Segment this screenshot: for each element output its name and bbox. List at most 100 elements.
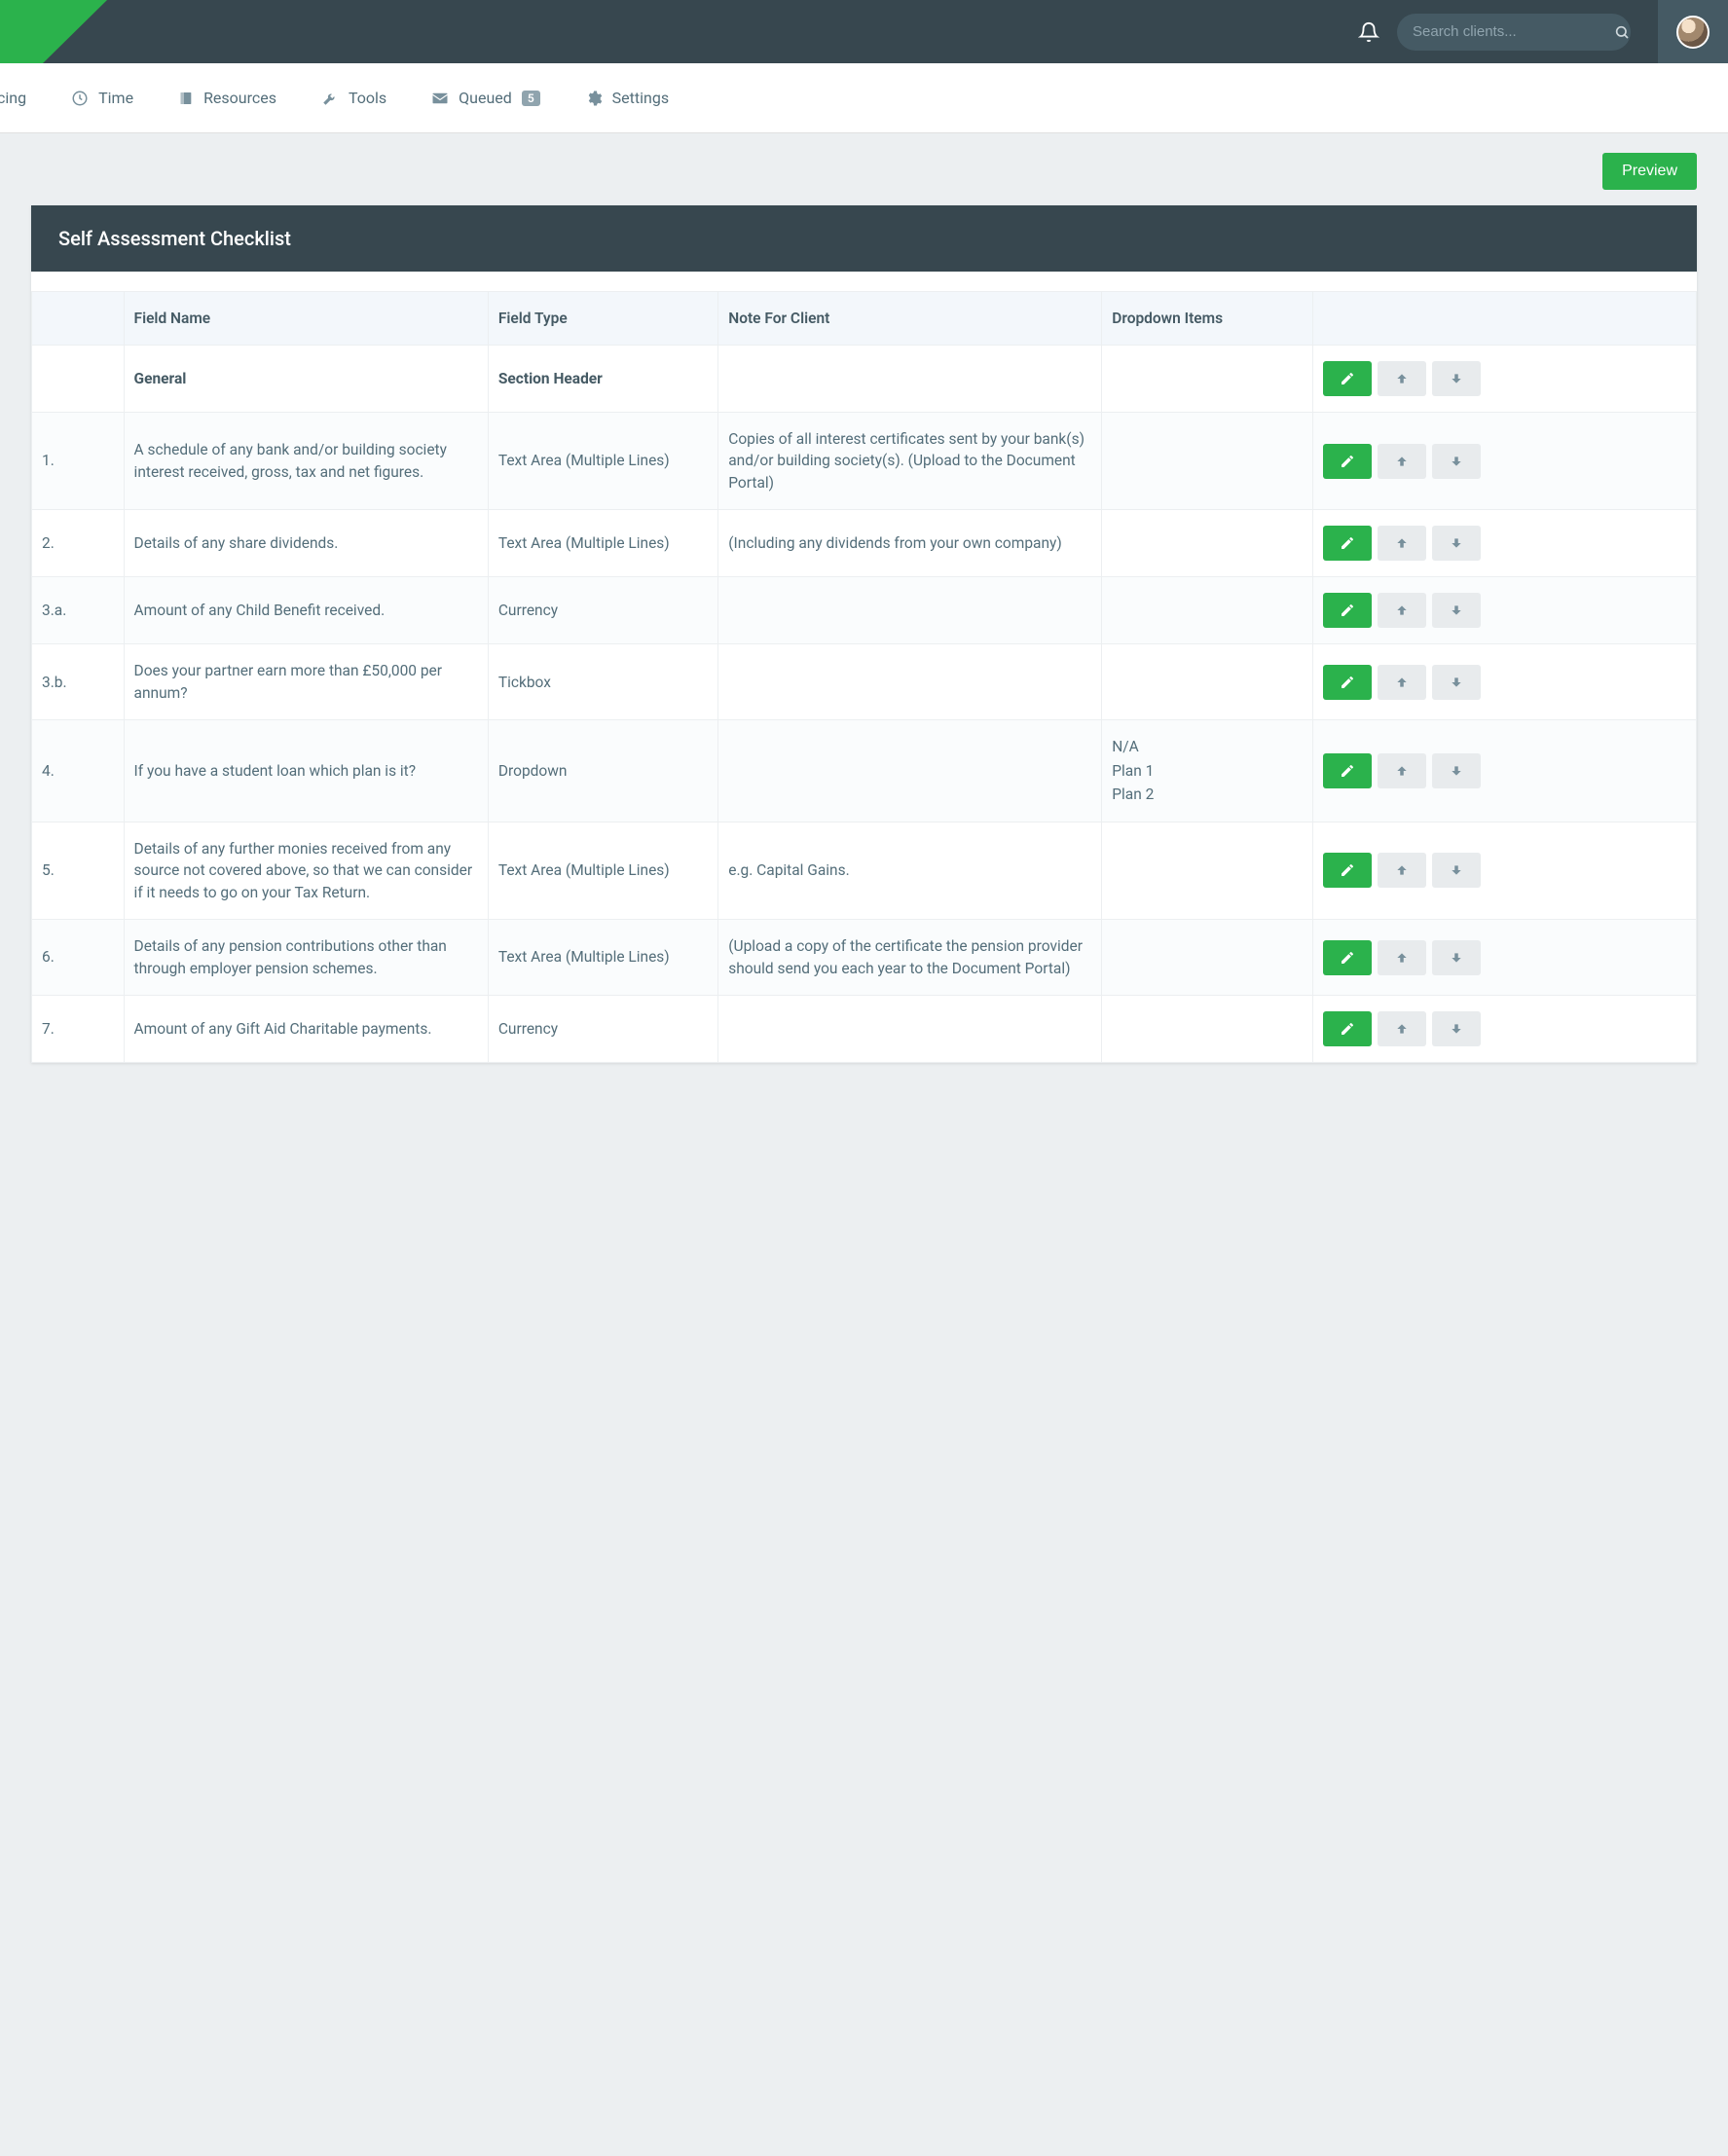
move-up-button[interactable]	[1378, 940, 1426, 975]
nav-item-resources[interactable]: Resources	[178, 89, 276, 107]
row-actions	[1312, 413, 1696, 510]
col-header: Note For Client	[718, 292, 1102, 346]
nav-item-time[interactable]: Time	[71, 89, 133, 107]
col-header: Field Name	[124, 292, 488, 346]
pencil-icon	[1340, 603, 1355, 618]
table-row: GeneralSection Header	[32, 346, 1697, 413]
nav-label: oicing	[0, 89, 26, 107]
field-type: Currency	[488, 996, 717, 1063]
move-down-button[interactable]	[1432, 444, 1481, 479]
edit-button[interactable]	[1323, 853, 1372, 888]
col-header	[1312, 292, 1696, 346]
nav-item-invoicing[interactable]: oicing	[0, 89, 26, 107]
arrow-down-icon	[1450, 603, 1463, 617]
row-actions	[1312, 510, 1696, 577]
dropdown-items: N/APlan 1Plan 2	[1102, 720, 1313, 822]
preview-row: Preview	[0, 153, 1728, 205]
edit-button[interactable]	[1323, 1011, 1372, 1046]
move-down-button[interactable]	[1432, 593, 1481, 628]
field-name: Amount of any Gift Aid Charitable paymen…	[124, 996, 488, 1063]
move-up-button[interactable]	[1378, 361, 1426, 396]
dropdown-items	[1102, 996, 1313, 1063]
nav-label: Queued	[459, 89, 512, 107]
checklist-panel: Self Assessment Checklist Field Name Fie…	[31, 205, 1697, 1063]
field-type: Text Area (Multiple Lines)	[488, 920, 717, 996]
table-row: 3.a.Amount of any Child Benefit received…	[32, 577, 1697, 644]
pencil-icon	[1340, 371, 1355, 386]
arrow-down-icon	[1450, 951, 1463, 965]
move-up-button[interactable]	[1378, 665, 1426, 700]
search-input[interactable]	[1413, 23, 1606, 40]
row-number: 2.	[32, 510, 125, 577]
move-up-button[interactable]	[1378, 444, 1426, 479]
arrow-down-icon	[1450, 676, 1463, 689]
table-row: 3.b.Does your partner earn more than £50…	[32, 644, 1697, 720]
edit-button[interactable]	[1323, 361, 1372, 396]
field-name: A schedule of any bank and/or building s…	[124, 413, 488, 510]
arrow-up-icon	[1395, 455, 1409, 468]
edit-button[interactable]	[1323, 753, 1372, 788]
dropdown-items	[1102, 577, 1313, 644]
row-number: 5.	[32, 822, 125, 919]
arrow-up-icon	[1395, 676, 1409, 689]
move-down-button[interactable]	[1432, 1011, 1481, 1046]
row-actions	[1312, 822, 1696, 919]
logo-block	[0, 0, 107, 63]
move-down-button[interactable]	[1432, 940, 1481, 975]
move-down-button[interactable]	[1432, 665, 1481, 700]
preview-button[interactable]: Preview	[1602, 153, 1697, 190]
nav-item-settings[interactable]: Settings	[585, 89, 669, 107]
dropdown-items	[1102, 346, 1313, 413]
dropdown-option: Plan 1	[1112, 760, 1303, 782]
move-up-button[interactable]	[1378, 753, 1426, 788]
move-up-button[interactable]	[1378, 853, 1426, 888]
row-actions	[1312, 720, 1696, 822]
row-number: 4.	[32, 720, 125, 822]
edit-button[interactable]	[1323, 665, 1372, 700]
move-down-button[interactable]	[1432, 853, 1481, 888]
field-type: Currency	[488, 577, 717, 644]
move-down-button[interactable]	[1432, 526, 1481, 561]
row-number: 6.	[32, 920, 125, 996]
move-up-button[interactable]	[1378, 526, 1426, 561]
arrow-down-icon	[1450, 455, 1463, 468]
arrow-up-icon	[1395, 1022, 1409, 1036]
move-down-button[interactable]	[1432, 361, 1481, 396]
col-header: Dropdown Items	[1102, 292, 1313, 346]
row-number	[32, 346, 125, 413]
arrow-down-icon	[1450, 863, 1463, 877]
dropdown-items	[1102, 510, 1313, 577]
arrow-up-icon	[1395, 603, 1409, 617]
arrow-up-icon	[1395, 372, 1409, 385]
edit-button[interactable]	[1323, 526, 1372, 561]
move-down-button[interactable]	[1432, 753, 1481, 788]
col-header: Field Type	[488, 292, 717, 346]
field-name: Does your partner earn more than £50,000…	[124, 644, 488, 720]
edit-button[interactable]	[1323, 444, 1372, 479]
nav-item-queued[interactable]: Queued 5	[431, 89, 540, 107]
note-for-client	[718, 644, 1102, 720]
table-row: 7.Amount of any Gift Aid Charitable paym…	[32, 996, 1697, 1063]
panel-title: Self Assessment Checklist	[31, 205, 1697, 272]
notifications-button[interactable]	[1358, 21, 1379, 43]
user-menu[interactable]	[1658, 0, 1728, 63]
table-header-row: Field Name Field Type Note For Client Dr…	[32, 292, 1697, 346]
search-icon[interactable]	[1614, 24, 1630, 40]
move-up-button[interactable]	[1378, 593, 1426, 628]
row-number: 7.	[32, 996, 125, 1063]
field-type: Dropdown	[488, 720, 717, 822]
arrow-up-icon	[1395, 863, 1409, 877]
dropdown-option: Plan 2	[1112, 784, 1303, 805]
row-number: 1.	[32, 413, 125, 510]
arrow-up-icon	[1395, 951, 1409, 965]
edit-button[interactable]	[1323, 593, 1372, 628]
row-number: 3.b.	[32, 644, 125, 720]
field-type: Text Area (Multiple Lines)	[488, 822, 717, 919]
checklist-table: Field Name Field Type Note For Client Dr…	[31, 291, 1697, 1063]
top-header-right	[1358, 0, 1728, 63]
wrench-icon	[321, 90, 339, 107]
move-up-button[interactable]	[1378, 1011, 1426, 1046]
nav-item-tools[interactable]: Tools	[321, 89, 386, 107]
arrow-up-icon	[1395, 536, 1409, 550]
edit-button[interactable]	[1323, 940, 1372, 975]
